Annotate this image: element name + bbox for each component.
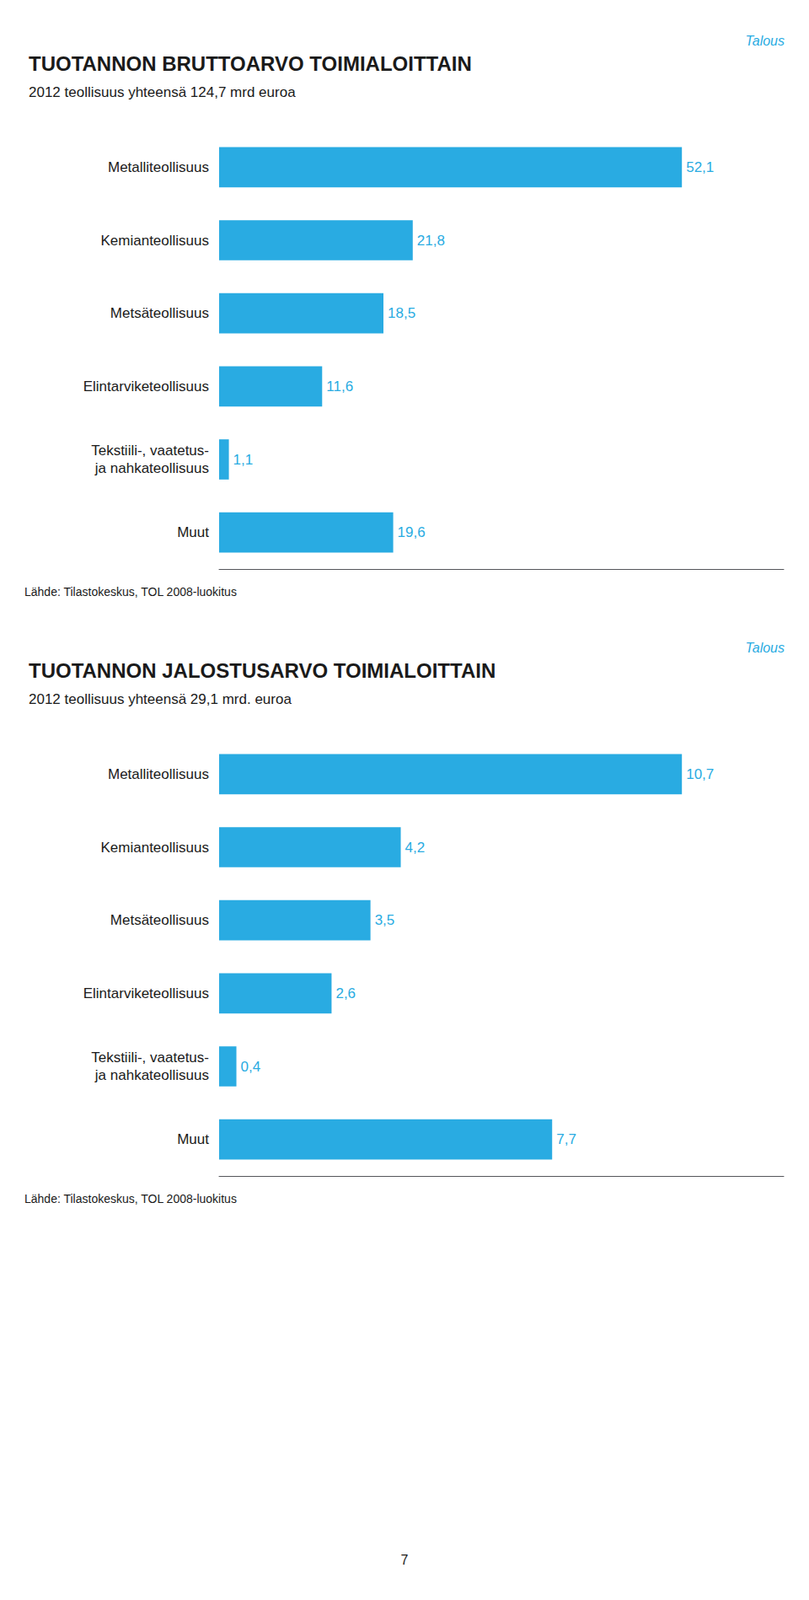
svg-text:7: 7 — [401, 1552, 409, 1567]
svg-text:Kemianteollisuus: Kemianteollisuus — [100, 839, 209, 856]
svg-text:Metsäteollisuus: Metsäteollisuus — [110, 911, 209, 928]
svg-text:Metalliteollisuus: Metalliteollisuus — [107, 766, 209, 783]
svg-text:1,1: 1,1 — [233, 451, 254, 468]
svg-text:11,6: 11,6 — [326, 378, 354, 395]
svg-text:Metalliteollisuus: Metalliteollisuus — [107, 159, 209, 176]
svg-text:Muut: Muut — [176, 1130, 209, 1147]
svg-text:2,6: 2,6 — [335, 985, 356, 1002]
svg-text:3,5: 3,5 — [375, 911, 396, 928]
svg-text:ja nahkateollisuus: ja nahkateollisuus — [94, 1066, 209, 1083]
svg-text:10,7: 10,7 — [685, 766, 714, 783]
svg-text:TUOTANNON JALOSTUSARVO TOIMIAL: TUOTANNON JALOSTUSARVO TOIMIALOITTAIN — [28, 658, 496, 682]
svg-text:18,5: 18,5 — [387, 305, 416, 322]
svg-text:52,1: 52,1 — [685, 159, 714, 176]
svg-text:Kemianteollisuus: Kemianteollisuus — [100, 232, 209, 249]
svg-text:4,2: 4,2 — [405, 839, 426, 856]
svg-text:Tekstiili-, vaatetus-: Tekstiili-, vaatetus- — [91, 442, 209, 459]
svg-text:Elintarviketeollisuus: Elintarviketeollisuus — [83, 378, 209, 395]
svg-text:Muut: Muut — [176, 524, 209, 541]
svg-text:Lähde: Tilastokeskus, TOL 2008: Lähde: Tilastokeskus, TOL 2008-luokitus — [24, 584, 237, 599]
svg-text:2012 teollisuus yhteensä 29,1: 2012 teollisuus yhteensä 29,1 mrd. euroa — [28, 691, 292, 708]
svg-text:Talous: Talous — [744, 640, 785, 655]
svg-text:ja nahkateollisuus: ja nahkateollisuus — [94, 460, 209, 477]
svg-text:21,8: 21,8 — [417, 232, 445, 249]
svg-text:Tekstiili-, vaatetus-: Tekstiili-, vaatetus- — [91, 1049, 209, 1066]
svg-text:Elintarviketeollisuus: Elintarviketeollisuus — [83, 985, 209, 1002]
svg-text:19,6: 19,6 — [397, 524, 426, 541]
svg-text:TUOTANNON BRUTTOARVO TOIMIALOI: TUOTANNON BRUTTOARVO TOIMIALOITTAIN — [28, 52, 472, 76]
svg-text:Metsäteollisuus: Metsäteollisuus — [110, 305, 209, 322]
svg-text:Lähde: Tilastokeskus, TOL 2008: Lähde: Tilastokeskus, TOL 2008-luokitus — [24, 1191, 237, 1206]
svg-text:2012 teollisuus yhteensä 124,7: 2012 teollisuus yhteensä 124,7 mrd euroa — [28, 84, 296, 101]
svg-text:7,7: 7,7 — [556, 1130, 577, 1147]
svg-text:0,4: 0,4 — [241, 1058, 262, 1075]
svg-text:Talous: Talous — [744, 33, 785, 49]
